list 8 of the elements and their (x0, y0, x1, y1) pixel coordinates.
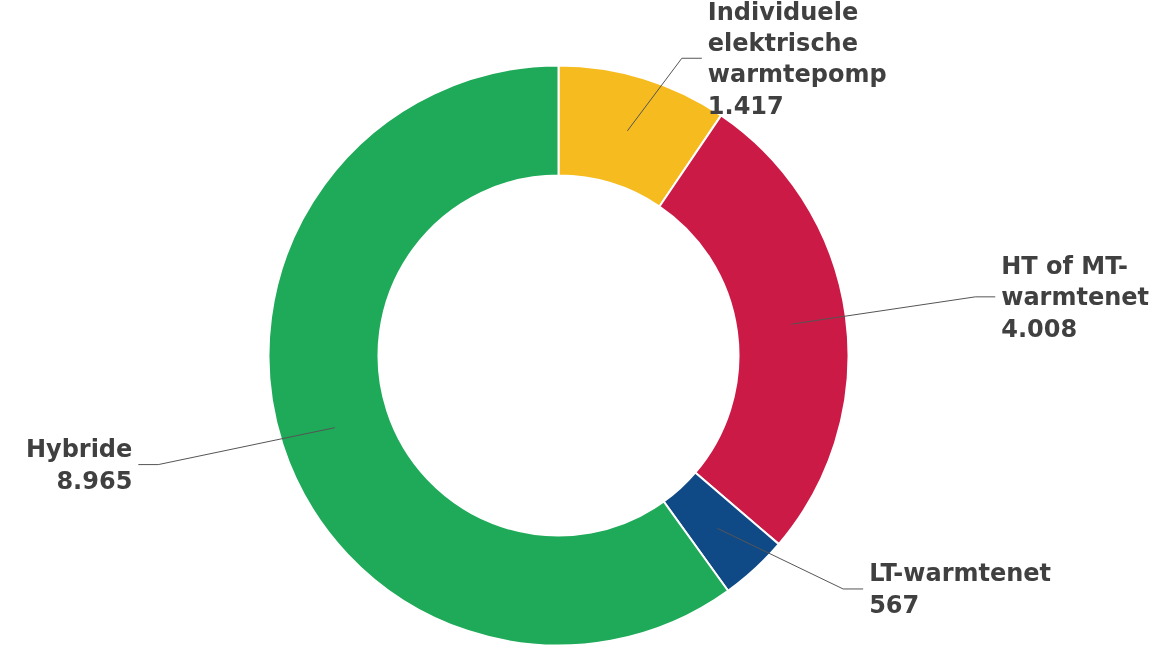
slice-label: HT of MT-warmtenet (1001, 251, 1150, 311)
data-label: 8.965 (56, 467, 133, 496)
slice-label: Hybride (25, 435, 133, 464)
data-label: 1.417 (707, 91, 784, 120)
slice-label: Individuele elektrische warmtepomp (707, 0, 887, 88)
slice-label: LT-warmtenet (869, 559, 1052, 588)
data-label: 567 (869, 591, 920, 620)
data-label: 4.008 (1001, 314, 1078, 343)
